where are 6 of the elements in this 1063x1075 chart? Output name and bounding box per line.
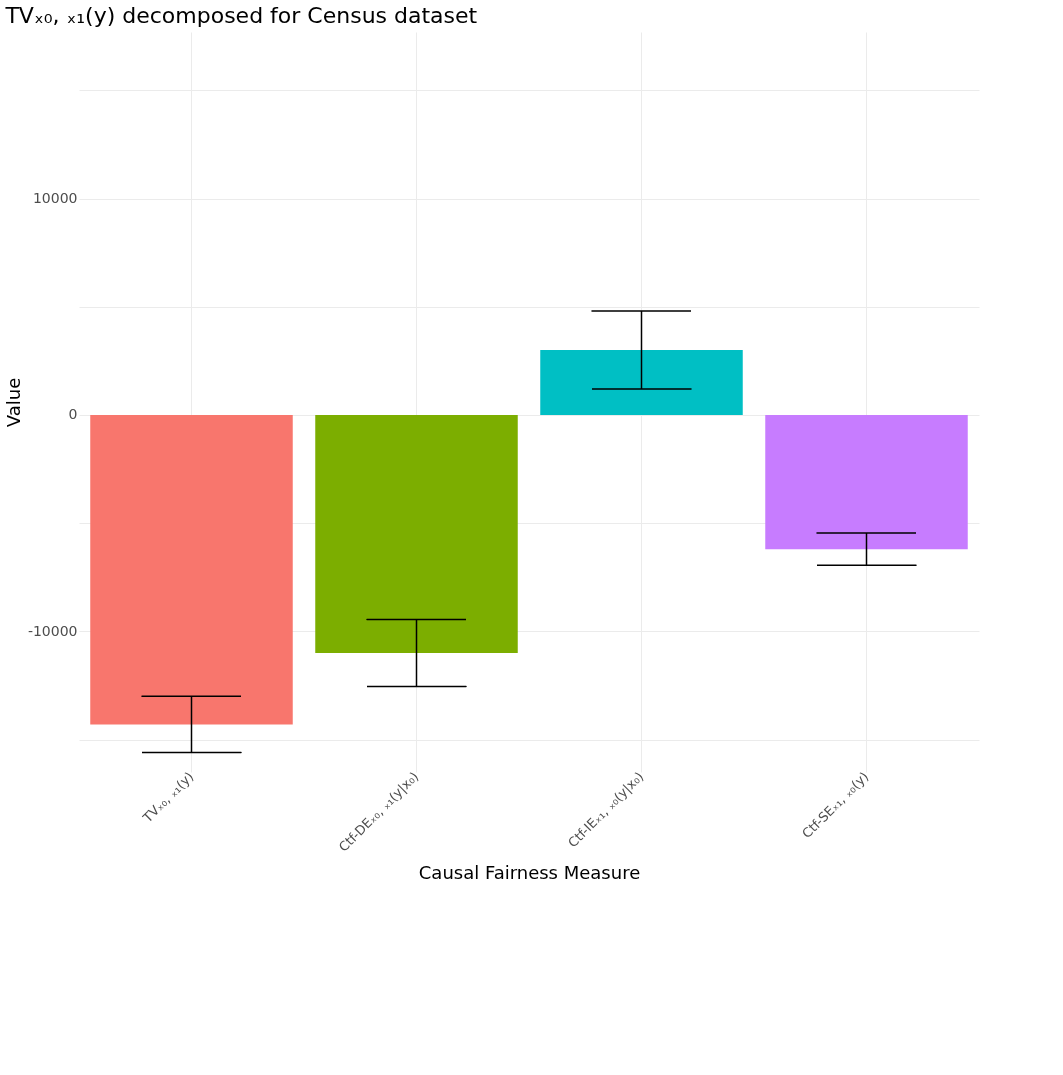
y-tick-label: 0: [68, 406, 78, 423]
y-tick-label: -10000: [27, 622, 78, 639]
y-tick-label: 10000: [32, 190, 78, 207]
y-axis-title: Value: [2, 377, 24, 428]
x-axis-title: Causal Fairness Measure: [418, 861, 641, 883]
chart-title: TVₓ₀, ₓ₁(y) decomposed for Census dataset: [4, 3, 478, 28]
